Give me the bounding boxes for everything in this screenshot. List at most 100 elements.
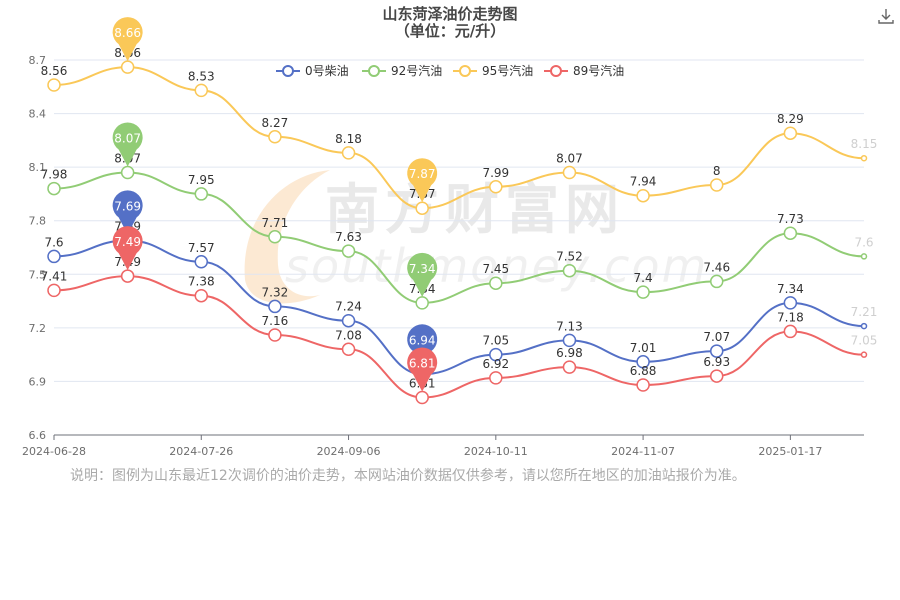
data-label: 7.07 <box>703 330 730 344</box>
data-label: 7.21 <box>851 305 878 319</box>
legend-label: 0号柴油 <box>305 64 349 78</box>
data-point[interactable] <box>341 313 356 328</box>
data-point[interactable] <box>194 288 209 303</box>
pin-label: 8.07 <box>114 132 141 146</box>
legend-item[interactable]: 89号汽油 <box>544 63 624 78</box>
data-point[interactable] <box>268 299 282 314</box>
data-label: 7.13 <box>556 319 583 333</box>
data-label: 7.95 <box>188 173 215 187</box>
data-point[interactable] <box>47 249 61 264</box>
data-point[interactable] <box>860 253 868 260</box>
min-pin: 7.34 <box>407 252 438 297</box>
data-point[interactable] <box>709 369 724 383</box>
legend-item[interactable]: 92号汽油 <box>362 63 442 78</box>
data-label: 7.38 <box>188 275 215 289</box>
data-point[interactable] <box>636 285 650 299</box>
legend-item[interactable]: 0号柴油 <box>276 64 349 78</box>
legend-label: 89号汽油 <box>573 63 624 78</box>
data-point[interactable] <box>783 296 798 310</box>
data-point[interactable] <box>636 355 650 369</box>
legend-label: 95号汽油 <box>482 63 533 78</box>
legend-label: 92号汽油 <box>391 63 442 78</box>
data-point[interactable] <box>489 347 503 362</box>
legend-swatch-marker <box>368 65 380 77</box>
data-point[interactable] <box>120 165 135 180</box>
data-label: 7.71 <box>262 216 289 230</box>
pin-shape <box>112 190 143 235</box>
series-3: 7.417.497.387.167.086.816.926.986.886.93… <box>41 255 877 405</box>
data-point[interactable] <box>47 78 61 92</box>
data-point[interactable] <box>341 342 356 357</box>
data-point[interactable] <box>860 351 868 358</box>
data-point[interactable] <box>489 371 503 385</box>
legend-swatch-marker <box>459 65 471 77</box>
data-point[interactable] <box>268 328 282 342</box>
y-tick-label: 6.6 <box>29 429 47 442</box>
data-point[interactable] <box>783 126 798 140</box>
data-label: 7.34 <box>777 282 804 296</box>
data-point[interactable] <box>268 230 282 244</box>
data-point[interactable] <box>415 296 429 310</box>
data-point[interactable] <box>47 181 61 196</box>
data-label: 6.88 <box>630 364 657 378</box>
data-point[interactable] <box>415 201 429 215</box>
data-point[interactable] <box>562 360 577 374</box>
data-point[interactable] <box>120 60 135 74</box>
data-point[interactable] <box>562 333 577 348</box>
data-label: 7.94 <box>630 175 657 189</box>
legend-item[interactable]: 95号汽油 <box>453 63 533 78</box>
data-label: 7.46 <box>703 260 730 274</box>
data-point[interactable] <box>194 83 209 98</box>
data-point[interactable] <box>47 283 61 298</box>
data-label: 8.53 <box>188 69 215 83</box>
data-point[interactable] <box>341 244 356 258</box>
data-point[interactable] <box>783 324 798 339</box>
data-point[interactable] <box>194 187 209 201</box>
max-pin: 7.69 <box>112 190 143 235</box>
data-label: 7.6 <box>854 235 873 249</box>
data-point[interactable] <box>709 344 724 358</box>
data-point[interactable] <box>489 276 503 290</box>
data-point[interactable] <box>415 390 429 405</box>
data-label: 7.99 <box>482 166 509 180</box>
data-label: 7.16 <box>262 314 289 328</box>
pin-label: 6.94 <box>409 333 436 347</box>
data-label: 6.92 <box>482 357 509 371</box>
data-point[interactable] <box>709 274 724 289</box>
download-icon[interactable] <box>876 6 896 26</box>
data-point[interactable] <box>489 180 503 194</box>
data-label: 8 <box>713 164 721 178</box>
data-point[interactable] <box>860 154 868 162</box>
x-axis: 2024-06-28 2024-07-26 2024-09-06 2024-10-11… <box>22 435 822 458</box>
page-title: 山东菏泽油价走势图 <box>382 5 518 23</box>
data-label: 7.08 <box>335 328 362 342</box>
data-label: 7.05 <box>482 334 509 348</box>
watermark-cn: 南方财富网 <box>325 178 625 241</box>
data-label: 7.18 <box>777 310 804 324</box>
data-point[interactable] <box>709 178 724 192</box>
data-point[interactable] <box>860 322 868 330</box>
data-point[interactable] <box>194 255 209 269</box>
data-label: 7.98 <box>41 168 68 182</box>
pin-shape <box>407 158 438 203</box>
pin-shape <box>407 347 438 392</box>
data-point[interactable] <box>120 269 135 283</box>
series-0: 7.67.697.577.327.246.947.057.137.017.077… <box>44 219 878 382</box>
series-line <box>53 171 865 304</box>
series-line <box>53 275 865 399</box>
data-point[interactable] <box>636 188 650 203</box>
chart-note: 说明：图例为山东最近12次调价的油价走势，本网站油价数据仅供参考，请以您所在地区… <box>70 468 746 484</box>
pin-label: 7.34 <box>409 262 436 276</box>
data-point[interactable] <box>636 378 650 392</box>
max-pin: 7.49 <box>112 226 143 271</box>
data-point[interactable] <box>341 146 356 160</box>
data-label: 8.27 <box>262 116 289 130</box>
pin-label: 7.69 <box>114 199 141 213</box>
data-point[interactable] <box>562 263 577 278</box>
data-point[interactable] <box>268 130 282 144</box>
data-point[interactable] <box>562 165 577 180</box>
data-label: 8.07 <box>556 152 583 166</box>
series-2: 8.568.668.538.278.187.877.998.077.9488.2… <box>41 46 877 215</box>
pin-label: 6.81 <box>409 357 436 371</box>
data-point[interactable] <box>783 226 798 240</box>
